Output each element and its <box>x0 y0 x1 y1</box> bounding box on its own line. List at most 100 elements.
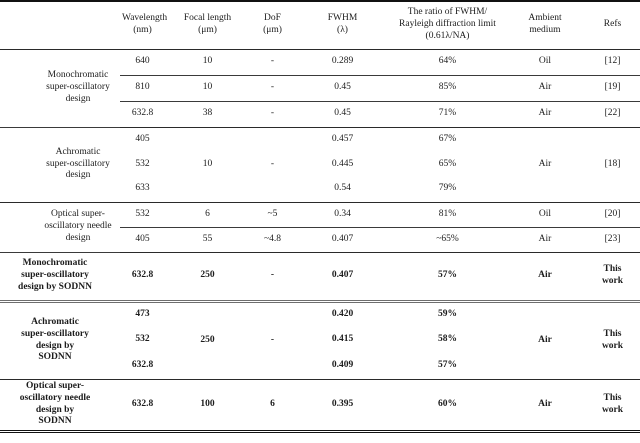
cell-dof-merged: - <box>250 127 295 203</box>
table-row-sodnn-achromatic: 632.8 0.409 57% <box>0 353 640 380</box>
cell-ratio: 85% <box>390 75 505 102</box>
cell-fwhm: 0.45 <box>295 101 390 128</box>
col-header-ratio: The ratio of FWHM/ Rayleigh diffraction … <box>390 1 505 50</box>
cell-ratio: ~65% <box>390 227 505 253</box>
cell-dof: - <box>250 75 295 102</box>
cell-wavelength: 632.8 <box>120 101 165 128</box>
cell-wavelength: 405 <box>135 133 150 144</box>
group-label-optical-needle: Optical super- oscillatory needle design <box>0 202 120 253</box>
cell-ratio: 71% <box>390 101 505 128</box>
cell-dof: 6 <box>270 398 275 409</box>
cell-focal: 6 <box>165 202 250 228</box>
cell-dof: - <box>250 252 295 303</box>
cell-wavelength: 632.8 <box>131 398 154 409</box>
table-row-sodnn-achromatic: 532 0.415 58% <box>0 327 640 353</box>
cell-wavelength: 532 <box>135 334 150 345</box>
cell-ratio: 65% <box>438 158 457 169</box>
cell-ratio: 79% <box>390 177 505 203</box>
table-row: 532 0.445 65% <box>0 152 640 177</box>
cell-focal-merged: 250 <box>165 301 250 380</box>
cell-ratio: 58% <box>438 334 457 345</box>
cell-dof: - <box>250 101 295 128</box>
cell-wavelength: 473 <box>135 308 150 319</box>
cell-fwhm: 0.445 <box>331 158 354 169</box>
col-header-focal-length: Focal length (μm) <box>165 1 250 50</box>
cell-medium: Oil <box>505 49 585 76</box>
table-row: 632.8 38 - 0.45 71% Air [22] <box>0 101 640 128</box>
col-header-fwhm: FWHM (λ) <box>295 1 390 50</box>
comparison-table: Wavelength (nm) Focal length (μm) DoF (μ… <box>0 0 640 433</box>
cell-wavelength: 640 <box>120 49 165 76</box>
col-header-ambient-medium: Ambient medium <box>505 1 585 50</box>
cell-fwhm: 0.289 <box>295 49 390 76</box>
table-row-sodnn-achromatic: Achromatic super-oscillatory design by S… <box>0 301 640 380</box>
cell-focal: 10 <box>165 49 250 76</box>
group-label-achromatic-sodnn: Achromatic super-oscillatory design by S… <box>0 301 120 380</box>
cell-ref: [22] <box>585 101 640 128</box>
cell-fwhm: 0.395 <box>331 398 354 409</box>
col-header-empty <box>0 1 120 50</box>
col-header-wavelength: Wavelength (nm) <box>120 1 167 50</box>
cell-ref-merged: [18] <box>585 127 640 203</box>
cell-dof: ~4.8 <box>250 227 295 253</box>
cell-wavelength: 810 <box>120 75 165 102</box>
cell-focal: 38 <box>165 101 250 128</box>
cell-ref: [23] <box>585 227 640 253</box>
cell-wavelength: 532 <box>135 158 150 169</box>
cell-fwhm: 0.54 <box>295 177 390 203</box>
cell-medium: Air <box>505 101 585 128</box>
cell-focal: 55 <box>165 227 250 253</box>
cell-ratio: 67% <box>438 133 457 144</box>
cell-dof: - <box>250 49 295 76</box>
cell-ratio: 81% <box>390 202 505 228</box>
cell-ratio: 64% <box>390 49 505 76</box>
group-label-optical-needle-sodnn: Optical super- oscillatory needle design… <box>19 380 91 427</box>
cell-ratio: 57% <box>390 252 505 303</box>
table-row-sodnn-monochromatic: Monochromatic super-oscillatory design b… <box>0 252 640 303</box>
cell-focal: 250 <box>165 252 250 303</box>
cell-medium: Air <box>505 252 585 303</box>
group-label-monochromatic: Monochromatic super-oscillatory design <box>0 49 120 128</box>
cell-ref: [20] <box>585 202 640 228</box>
cell-fwhm: 0.45 <box>295 75 390 102</box>
table-row: Optical super- oscillatory needle design… <box>0 202 640 253</box>
cell-focal: 100 <box>200 398 215 409</box>
cell-dof-merged: - <box>250 301 295 380</box>
table-row: 633 0.54 79% <box>0 177 640 203</box>
table-row: Achromatic super-oscillatory design 405 … <box>0 127 640 203</box>
cell-medium-merged: Air <box>505 301 585 380</box>
cell-wavelength: 405 <box>120 227 165 253</box>
cell-dof: ~5 <box>250 202 295 228</box>
cell-fwhm: 0.420 <box>331 308 354 319</box>
cell-fwhm: 0.415 <box>331 334 354 345</box>
cell-ratio: 57% <box>390 353 505 380</box>
cell-wavelength: 632.8 <box>120 353 165 380</box>
cell-medium: Air <box>538 398 552 409</box>
cell-focal: 10 <box>165 75 250 102</box>
cell-wavelength: 632.8 <box>120 252 165 303</box>
cell-ref: [19] <box>585 75 640 102</box>
cell-focal-merged: 10 <box>165 127 250 203</box>
table-row-sodnn-needle: Optical super- oscillatory needle design… <box>0 379 640 431</box>
cell-wavelength: 633 <box>120 177 165 203</box>
cell-medium-merged: Air <box>505 127 585 203</box>
cell-medium: Oil <box>505 202 585 228</box>
col-header-refs: Refs <box>585 1 640 50</box>
cell-ref-merged: This work <box>585 301 640 380</box>
table-row: Monochromatic super-oscillatory design 6… <box>0 49 640 128</box>
cell-medium: Air <box>505 75 585 102</box>
table-row: 810 10 - 0.45 85% Air [19] <box>0 75 640 102</box>
cell-ratio: 60% <box>438 398 457 409</box>
cell-fwhm: 0.407 <box>295 227 390 253</box>
cell-ratio: 59% <box>438 308 457 319</box>
group-label-achromatic: Achromatic super-oscillatory design <box>0 127 120 203</box>
cell-fwhm: 0.407 <box>295 252 390 303</box>
cell-fwhm: 0.409 <box>295 353 390 380</box>
cell-fwhm: 0.34 <box>295 202 390 228</box>
group-label-monochromatic-sodnn: Monochromatic super-oscillatory design b… <box>0 252 120 303</box>
cell-medium: Air <box>505 227 585 253</box>
cell-fwhm: 0.457 <box>331 133 354 144</box>
header-row: Wavelength (nm) Focal length (μm) DoF (μ… <box>0 1 640 50</box>
col-header-dof: DoF (μm) <box>250 1 295 50</box>
